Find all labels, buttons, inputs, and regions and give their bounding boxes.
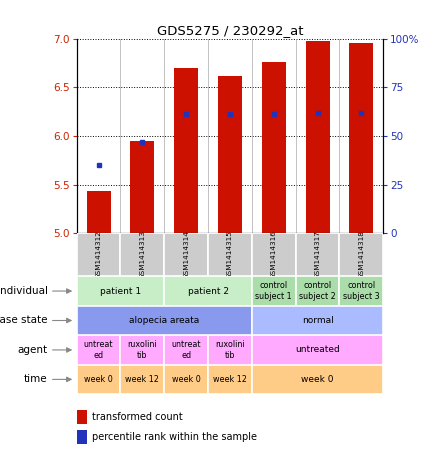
Text: alopecia areata: alopecia areata xyxy=(129,316,199,325)
Text: GSM1414317: GSM1414317 xyxy=(314,231,321,279)
Text: GSM1414318: GSM1414318 xyxy=(358,231,364,279)
Bar xyxy=(252,365,383,394)
Bar xyxy=(339,233,383,276)
Text: control
subject 2: control subject 2 xyxy=(299,281,336,301)
Bar xyxy=(77,410,87,424)
Title: GDS5275 / 230292_at: GDS5275 / 230292_at xyxy=(157,24,303,37)
Text: week 12: week 12 xyxy=(125,375,159,384)
Text: transformed count: transformed count xyxy=(92,412,183,422)
Text: patient 2: patient 2 xyxy=(187,287,229,295)
Bar xyxy=(208,335,252,365)
Bar xyxy=(130,141,154,233)
Bar xyxy=(296,276,339,306)
Bar xyxy=(120,365,164,394)
Bar xyxy=(174,67,198,233)
Text: GSM1414315: GSM1414315 xyxy=(227,231,233,279)
Bar xyxy=(208,233,252,276)
Text: disease state: disease state xyxy=(0,315,47,326)
Text: normal: normal xyxy=(302,316,333,325)
Bar xyxy=(349,43,373,233)
Bar xyxy=(208,365,252,394)
Bar xyxy=(252,335,383,365)
Bar xyxy=(77,276,164,306)
Text: GSM1414313: GSM1414313 xyxy=(139,231,145,279)
Text: percentile rank within the sample: percentile rank within the sample xyxy=(92,432,257,442)
Text: ruxolini
tib: ruxolini tib xyxy=(215,340,245,360)
Bar xyxy=(339,276,383,306)
Text: week 12: week 12 xyxy=(213,375,247,384)
Bar xyxy=(262,62,286,233)
Bar xyxy=(164,233,208,276)
Text: GSM1414316: GSM1414316 xyxy=(271,231,277,279)
Text: untreat
ed: untreat ed xyxy=(171,340,201,360)
Text: week 0: week 0 xyxy=(84,375,113,384)
Bar xyxy=(252,306,383,335)
Text: patient 1: patient 1 xyxy=(100,287,141,295)
Text: ruxolini
tib: ruxolini tib xyxy=(127,340,157,360)
Bar xyxy=(77,365,120,394)
Bar xyxy=(86,192,110,233)
Bar xyxy=(218,76,242,233)
Bar xyxy=(120,233,164,276)
Text: GSM1414312: GSM1414312 xyxy=(95,231,102,279)
Text: GSM1414314: GSM1414314 xyxy=(183,231,189,279)
Bar xyxy=(252,233,296,276)
Text: time: time xyxy=(24,374,47,385)
Text: week 0: week 0 xyxy=(172,375,201,384)
Text: control
subject 1: control subject 1 xyxy=(255,281,292,301)
Bar xyxy=(77,233,120,276)
Text: untreat
ed: untreat ed xyxy=(84,340,113,360)
Bar xyxy=(77,335,120,365)
Text: agent: agent xyxy=(18,345,47,355)
Text: untreated: untreated xyxy=(295,346,340,354)
Text: control
subject 3: control subject 3 xyxy=(343,281,380,301)
Text: individual: individual xyxy=(0,286,47,296)
Bar xyxy=(164,276,252,306)
Bar xyxy=(164,365,208,394)
Bar xyxy=(77,306,252,335)
Bar xyxy=(164,335,208,365)
Text: week 0: week 0 xyxy=(301,375,334,384)
Bar xyxy=(77,430,87,444)
Bar xyxy=(296,233,339,276)
Bar xyxy=(120,335,164,365)
Bar xyxy=(305,41,329,233)
Bar xyxy=(252,276,296,306)
